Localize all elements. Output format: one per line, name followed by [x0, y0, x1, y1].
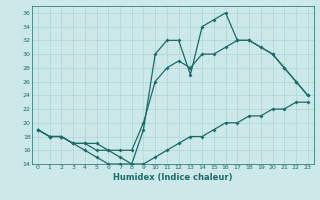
X-axis label: Humidex (Indice chaleur): Humidex (Indice chaleur) [113, 173, 233, 182]
